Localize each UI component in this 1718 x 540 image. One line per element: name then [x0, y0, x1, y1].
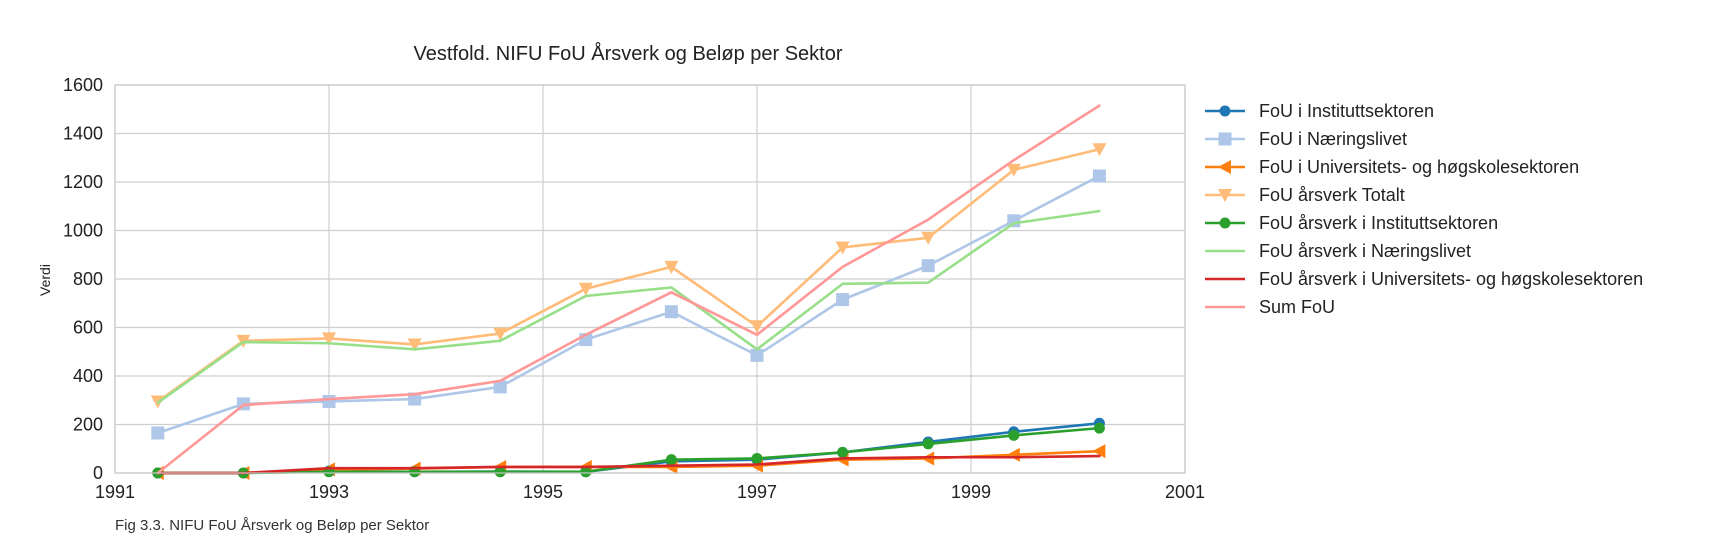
y-tick-label: 1600: [63, 75, 103, 95]
data-point: [1092, 169, 1106, 183]
data-point: [493, 327, 508, 341]
legend-label: FoU i Instituttsektoren: [1259, 101, 1434, 121]
data-point: [1092, 444, 1106, 459]
data-point: [580, 466, 592, 478]
data-point: [151, 426, 165, 440]
series-line: [156, 209, 1101, 404]
y-tick-label: 1200: [63, 172, 103, 192]
legend-item-6: FoU årsverk i Næringslivet: [1205, 241, 1471, 261]
data-point: [1093, 422, 1105, 434]
series-line: [156, 104, 1101, 475]
y-tick-label: 600: [73, 318, 103, 338]
y-tick-label: 200: [73, 415, 103, 435]
data-point: [322, 332, 336, 346]
legend-label: Sum FoU: [1259, 297, 1335, 317]
series-6: [156, 209, 1101, 404]
grid: [114, 84, 1186, 474]
legend-label: FoU i Næringslivet: [1259, 129, 1407, 149]
legend-marker: [1219, 217, 1231, 229]
legend-item-3: FoU i Universitets- og høgskolesektoren: [1205, 157, 1579, 177]
data-point: [322, 394, 336, 408]
data-point: [922, 438, 934, 450]
data-point: [837, 446, 849, 458]
legend-label: FoU årsverk Totalt: [1259, 185, 1405, 205]
data-point: [750, 320, 764, 334]
legend-item-2: FoU i Næringslivet: [1205, 129, 1407, 149]
x-tick-label: 1995: [523, 482, 563, 502]
series-3: [150, 444, 1106, 480]
series-8: [156, 104, 1101, 475]
legend-label: FoU i Universitets- og høgskolesektoren: [1259, 157, 1579, 177]
legend-item-7: FoU årsverk i Universitets- og høgskoles…: [1205, 269, 1643, 289]
legend-item-5: FoU årsverk i Instituttsektoren: [1205, 213, 1498, 233]
data-point: [921, 231, 936, 245]
data-point: [494, 466, 506, 478]
data-point: [408, 392, 422, 406]
axes: 0 200 400 600 800 1000 1200 1400 1600 1991 1993 199…: [63, 75, 1205, 502]
x-tick-label: 2001: [1165, 482, 1205, 502]
legend-item-8: Sum FoU: [1205, 297, 1335, 317]
legend-marker: [1218, 132, 1232, 146]
data-point: [664, 305, 678, 319]
data-point: [1092, 143, 1107, 157]
legend-marker: [1219, 105, 1231, 117]
data-point: [1008, 429, 1020, 441]
y-tick-label: 0: [93, 463, 103, 483]
data-point: [407, 338, 422, 352]
legend-label: FoU årsverk i Næringslivet: [1259, 241, 1471, 261]
data-point: [664, 260, 679, 274]
series-layer: [150, 104, 1107, 480]
y-tick-label: 1000: [63, 221, 103, 241]
series-4: [150, 143, 1107, 409]
legend-item-1: FoU i Instituttsektoren: [1205, 101, 1434, 121]
x-tick-label: 1993: [309, 482, 349, 502]
series-line: [156, 174, 1101, 435]
data-point: [665, 454, 677, 466]
y-tick-label: 1400: [63, 124, 103, 144]
legend-label: FoU årsverk i Instituttsektoren: [1259, 213, 1498, 233]
data-point: [578, 282, 593, 296]
data-point: [836, 293, 850, 307]
series-line: [156, 454, 1101, 475]
x-tick-label: 1997: [737, 482, 777, 502]
data-point: [750, 348, 764, 362]
x-tick-label: 1991: [95, 482, 135, 502]
y-tick-label: 800: [73, 269, 103, 289]
data-point: [751, 452, 763, 464]
data-point: [493, 380, 507, 394]
series-line: [156, 147, 1101, 403]
legend-marker: [1218, 160, 1231, 174]
y-axis-label: Verdi: [37, 264, 53, 296]
legend-item-4: FoU årsverk Totalt: [1205, 185, 1405, 205]
legend-label: FoU årsverk i Universitets- og høgskoles…: [1259, 269, 1643, 289]
data-point: [835, 241, 850, 255]
chart-title: Vestfold. NIFU FoU Årsverk og Beløp per …: [413, 42, 842, 65]
legend-marker: [1218, 189, 1232, 202]
x-tick-label: 1999: [951, 482, 991, 502]
figure-caption: Fig 3.3. NIFU FoU Årsverk og Beløp per S…: [115, 517, 429, 534]
plot-frame: [114, 84, 1186, 474]
data-point: [921, 259, 935, 273]
data-point: [1006, 163, 1021, 177]
y-tick-label: 400: [73, 366, 103, 386]
data-point: [1006, 447, 1020, 462]
legend: FoU i Instituttsektoren FoU i Næringslive…: [1205, 101, 1643, 317]
